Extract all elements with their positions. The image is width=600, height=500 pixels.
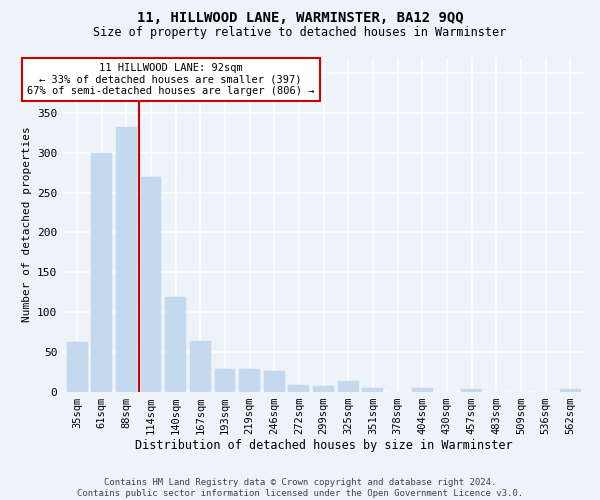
Y-axis label: Number of detached properties: Number of detached properties (22, 126, 32, 322)
Bar (165, 297, 186, 392)
Bar (362, 388, 383, 392)
Bar (289, 385, 310, 392)
Bar (560, 389, 581, 392)
Text: 11 HILLWOOD LANE: 92sqm
← 33% of detached houses are smaller (397)
67% of semi-d: 11 HILLWOOD LANE: 92sqm ← 33% of detache… (27, 63, 314, 96)
Text: 11, HILLWOOD LANE, WARMINSTER, BA12 9QQ: 11, HILLWOOD LANE, WARMINSTER, BA12 9QQ (137, 12, 463, 26)
Bar (461, 389, 482, 392)
Bar (313, 386, 334, 392)
Bar (215, 368, 235, 392)
Bar (67, 342, 88, 392)
Bar (91, 153, 112, 392)
X-axis label: Distribution of detached houses by size in Warminster: Distribution of detached houses by size … (135, 440, 512, 452)
Bar (412, 388, 433, 392)
Bar (338, 381, 359, 392)
Text: Size of property relative to detached houses in Warminster: Size of property relative to detached ho… (94, 26, 506, 39)
Bar (239, 370, 260, 392)
Bar (140, 177, 161, 392)
Text: Contains HM Land Registry data © Crown copyright and database right 2024.
Contai: Contains HM Land Registry data © Crown c… (77, 478, 523, 498)
Bar (116, 126, 137, 392)
Bar (264, 371, 285, 392)
Bar (190, 340, 211, 392)
